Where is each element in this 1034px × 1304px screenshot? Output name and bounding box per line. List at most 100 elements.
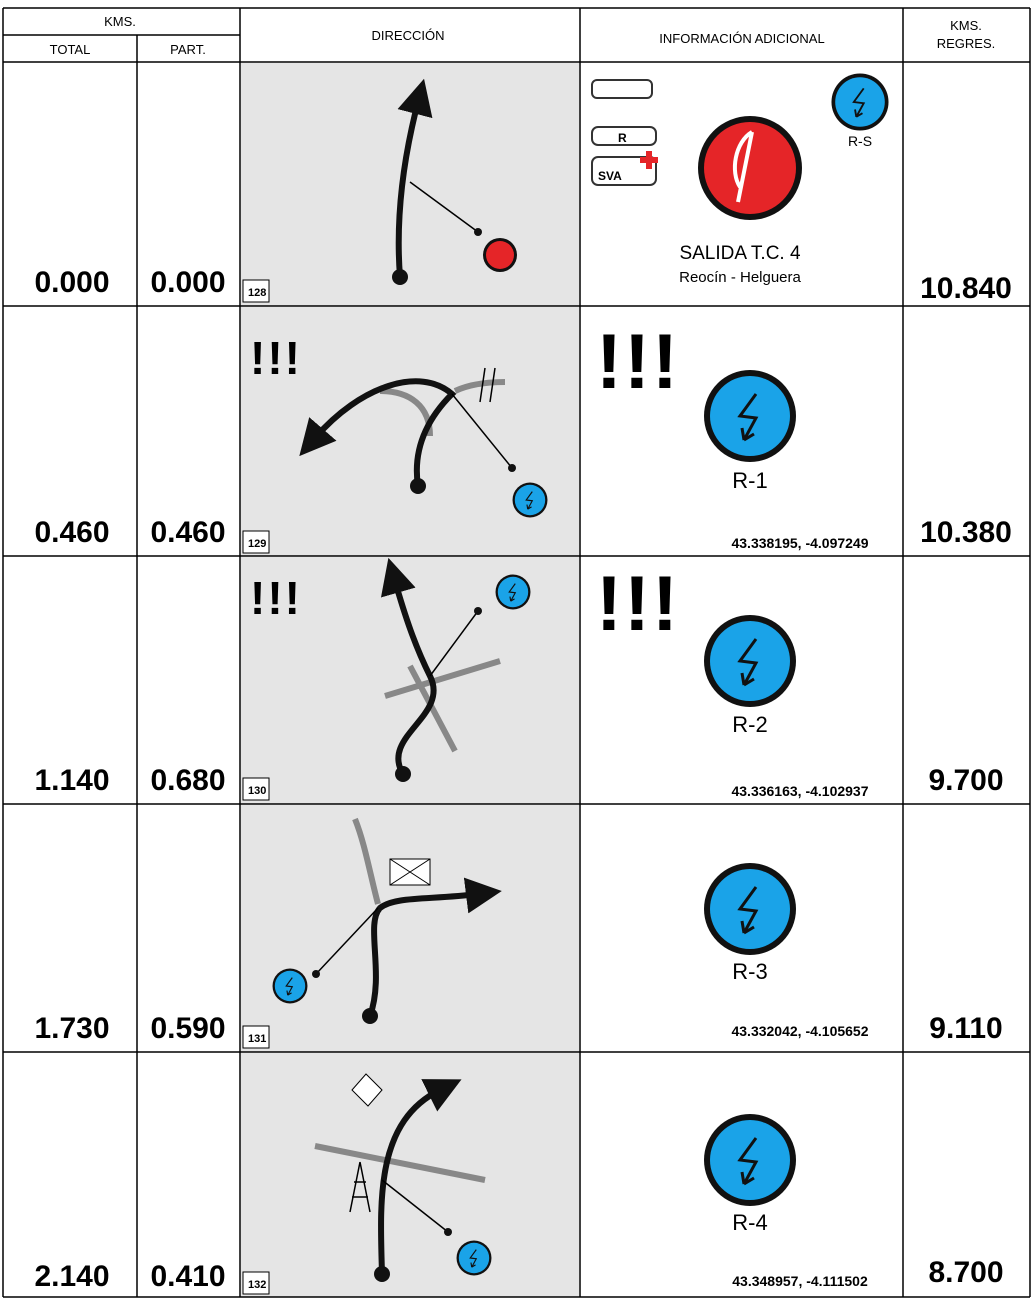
- text: 0.000: [34, 266, 109, 299]
- text: R-2: [732, 712, 767, 737]
- shape-use: [830, 72, 890, 132]
- shape-use: [702, 1112, 798, 1208]
- text: REGRES.: [937, 36, 996, 51]
- text: R: [618, 131, 627, 145]
- shape-line: [409, 181, 479, 233]
- shape-path: [732, 130, 754, 203]
- text: !!!: [250, 332, 302, 384]
- shape-path: [352, 817, 381, 905]
- text: TOTAL: [50, 42, 91, 57]
- shape-rect: [241, 805, 579, 1052]
- text: R-1: [732, 468, 767, 493]
- shape-rect: [241, 1053, 579, 1297]
- text: 10.380: [920, 516, 1012, 549]
- text: !!!: [596, 559, 680, 647]
- shape-circle: [704, 122, 796, 214]
- shape-use: [702, 861, 798, 957]
- text: 0.680: [150, 764, 225, 797]
- shape-path: [314, 1143, 486, 1183]
- shape-path: [349, 1161, 371, 1213]
- shape-path: [389, 858, 431, 886]
- shape-use: [455, 1239, 493, 1277]
- shape-use: [702, 368, 798, 464]
- text: 131: [248, 1033, 266, 1045]
- shape-rect: [242, 530, 270, 554]
- text: 1.140: [34, 764, 109, 797]
- shape-path: [378, 1079, 462, 1277]
- shape-use: [702, 613, 798, 709]
- text: 128: [248, 287, 266, 299]
- text: 9.700: [928, 764, 1003, 797]
- shape-use: [511, 481, 549, 519]
- shape-rect: [242, 777, 270, 801]
- shape-rect: [591, 156, 657, 186]
- shape-use: [271, 967, 309, 1005]
- shape-rect: [242, 1025, 270, 1049]
- shape-circle: [410, 478, 426, 494]
- text: 10.840: [920, 272, 1012, 305]
- text: KMS.: [950, 18, 982, 33]
- text: 2.140: [34, 1260, 109, 1293]
- shape-rect: [591, 79, 653, 99]
- text: 43.338195, -4.097249: [731, 535, 868, 551]
- shape-circle: [312, 970, 320, 978]
- row-0: 0.000 0.000 10.840 128 R SVA R-S SALIDA …: [34, 72, 1012, 305]
- shape-rect: [591, 126, 657, 146]
- text: KMS.: [104, 14, 136, 29]
- text: !!!: [596, 317, 680, 405]
- text: 0.410: [150, 1260, 225, 1293]
- text: !!!: [250, 572, 302, 624]
- shape-circle: [395, 766, 411, 782]
- shape-circle: [374, 1266, 390, 1282]
- shape-rect: [242, 1271, 270, 1295]
- shape-path: [380, 557, 437, 777]
- text: 0.590: [150, 1012, 225, 1045]
- shape-use: [494, 573, 532, 611]
- text: 0.000: [150, 266, 225, 299]
- row-3: 1.730 0.590 9.110 131 R-3 43.332042, -4.…: [34, 817, 1003, 1049]
- text: 0.460: [150, 516, 225, 549]
- shape-line: [451, 393, 513, 469]
- text: 0.460: [34, 516, 109, 549]
- shape-circle: [474, 228, 482, 236]
- text: R-4: [732, 1210, 767, 1235]
- text: 8.700: [928, 1256, 1003, 1289]
- shape-circle: [508, 464, 516, 472]
- shape-path: [384, 658, 501, 753]
- shape-line: [479, 367, 486, 403]
- shape-line: [489, 367, 496, 403]
- text: 43.336163, -4.102937: [731, 783, 868, 799]
- shape-circle: [486, 241, 514, 269]
- table-grid: [2, 7, 1031, 1298]
- shape-circle: [474, 607, 482, 615]
- gray-cells: [241, 63, 579, 1297]
- text: DIRECCIÓN: [372, 28, 445, 43]
- text: 132: [248, 1279, 266, 1291]
- shape-line: [315, 907, 379, 975]
- row-1: 0.460 0.460 10.380 129 !!! !!! R-1 43.33…: [34, 317, 1012, 554]
- text: R-3: [732, 959, 767, 984]
- shape-path: [299, 378, 457, 489]
- shape-path: [367, 877, 502, 1019]
- text: R-S: [848, 133, 872, 149]
- text: 130: [248, 785, 266, 797]
- text: PART.: [170, 42, 206, 57]
- text: SALIDA T.C. 4: [679, 243, 801, 264]
- shape-circle: [392, 269, 408, 285]
- text: Reocín - Helguera: [679, 269, 801, 286]
- shape-line: [429, 610, 479, 677]
- shape-circle: [362, 1008, 378, 1024]
- text: 1.730: [34, 1012, 109, 1045]
- text: INFORMACIÓN ADICIONAL: [659, 31, 824, 46]
- shape-path: [395, 78, 433, 280]
- row-4: 2.140 0.410 8.700 132 R-4 43.348957, -4.…: [34, 1073, 1004, 1295]
- text: 43.348957, -4.111502: [732, 1273, 868, 1289]
- shape-path: [351, 1073, 383, 1107]
- shape-line: [381, 1179, 449, 1233]
- shape-g: [591, 79, 657, 186]
- shape-rect: [242, 279, 270, 303]
- text: SVA: [598, 169, 622, 183]
- shape-circle: [444, 1228, 452, 1236]
